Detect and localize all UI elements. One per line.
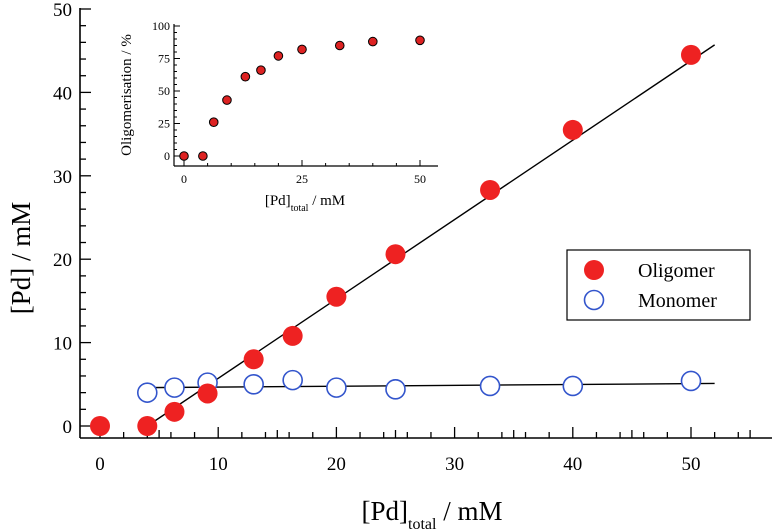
- main-y-tick-label: 20: [53, 250, 72, 271]
- oligomer-point: [197, 383, 218, 404]
- main-y-axis-label: [Pd] / mM: [6, 202, 36, 315]
- legend: Oligomer Monomer: [566, 249, 751, 321]
- inset-y-tick-label: 75: [158, 52, 170, 66]
- oligomer-point: [137, 416, 158, 436]
- inset-x-tick-label: 0: [181, 172, 187, 186]
- main-x-tick-label: 50: [682, 454, 701, 475]
- monomer-point: [164, 377, 185, 398]
- main-y-tick-label: 10: [53, 334, 72, 355]
- oligomer-point: [90, 416, 110, 436]
- main-x-tick-label: 10: [209, 454, 228, 475]
- main-y-tick-label: 0: [63, 417, 73, 438]
- inset-y-tick-label: 50: [158, 84, 170, 98]
- main-axes: 0 10 20 30 40 50 0 10 20 30 40 50: [53, 0, 772, 475]
- inset-point: [240, 71, 251, 82]
- legend-oligomer-marker: [584, 260, 604, 280]
- main-fit-lines: [146, 44, 716, 427]
- monomer-point: [136, 382, 158, 403]
- inset-y-tick-label: 25: [158, 117, 170, 131]
- inset-x-tick-label: 50: [414, 172, 426, 186]
- inset-point: [198, 151, 208, 161]
- inset-point: [256, 65, 266, 75]
- oligomer-point: [681, 44, 701, 65]
- monomer-point: [562, 375, 584, 397]
- legend-oligomer-label: Oligomer: [638, 260, 715, 282]
- inset-plot: 0 25 50 75 100 0 25 50 Oligomerisation / % [Pd]…: [119, 8, 438, 218]
- inset-x-axis-label: [Pd]total / mM: [265, 193, 345, 214]
- inset-point: [297, 44, 307, 55]
- legend-monomer-label: Monomer: [638, 290, 717, 312]
- main-x-tick-label: 40: [563, 454, 582, 475]
- main-fit-line-0: [146, 44, 716, 427]
- monomer-point: [479, 375, 501, 397]
- inset-data-marks: [179, 35, 425, 161]
- main-x-tick-label: 20: [327, 454, 346, 475]
- main-y-tick-label: 50: [53, 0, 72, 21]
- main-y-tick-label: 30: [53, 167, 72, 188]
- inset-y-axis-label: Oligomerisation / %: [119, 34, 135, 156]
- inset-y-tick-label: 100: [152, 19, 170, 33]
- monomer-point: [243, 373, 264, 395]
- main-y-tick-label: 40: [53, 83, 72, 104]
- inset-point: [208, 117, 219, 127]
- inset-point: [179, 151, 189, 161]
- oligomer-point: [385, 244, 406, 265]
- oligomer-point: [164, 401, 185, 422]
- inset-point: [415, 35, 425, 46]
- monomer-point: [385, 379, 406, 400]
- monomer-point: [680, 370, 702, 392]
- main-fit-line-1: [147, 382, 715, 389]
- oligomer-point: [562, 119, 583, 140]
- monomer-point: [282, 369, 303, 391]
- inset-point: [273, 51, 284, 61]
- main-x-tick-label: 30: [445, 454, 464, 475]
- legend-monomer-marker: [583, 289, 605, 311]
- oligomer-point: [243, 349, 264, 370]
- inset-point: [334, 40, 345, 51]
- oligomer-point: [282, 325, 303, 346]
- inset-axes: 0 25 50 75 100 0 25 50: [152, 19, 438, 186]
- inset-y-tick-label: 0: [164, 149, 170, 163]
- main-x-tick-label: 0: [95, 454, 105, 475]
- main-x-axis-label: [Pd]total / mM: [362, 496, 503, 529]
- inset-point: [222, 95, 232, 105]
- monomer-point: [326, 377, 347, 398]
- oligomer-point: [326, 286, 347, 307]
- inset-background: [120, 8, 438, 218]
- oligomer-point: [480, 179, 501, 200]
- inset-x-tick-label: 25: [296, 172, 308, 186]
- inset-point: [368, 36, 378, 47]
- main-data-marks: [90, 44, 702, 436]
